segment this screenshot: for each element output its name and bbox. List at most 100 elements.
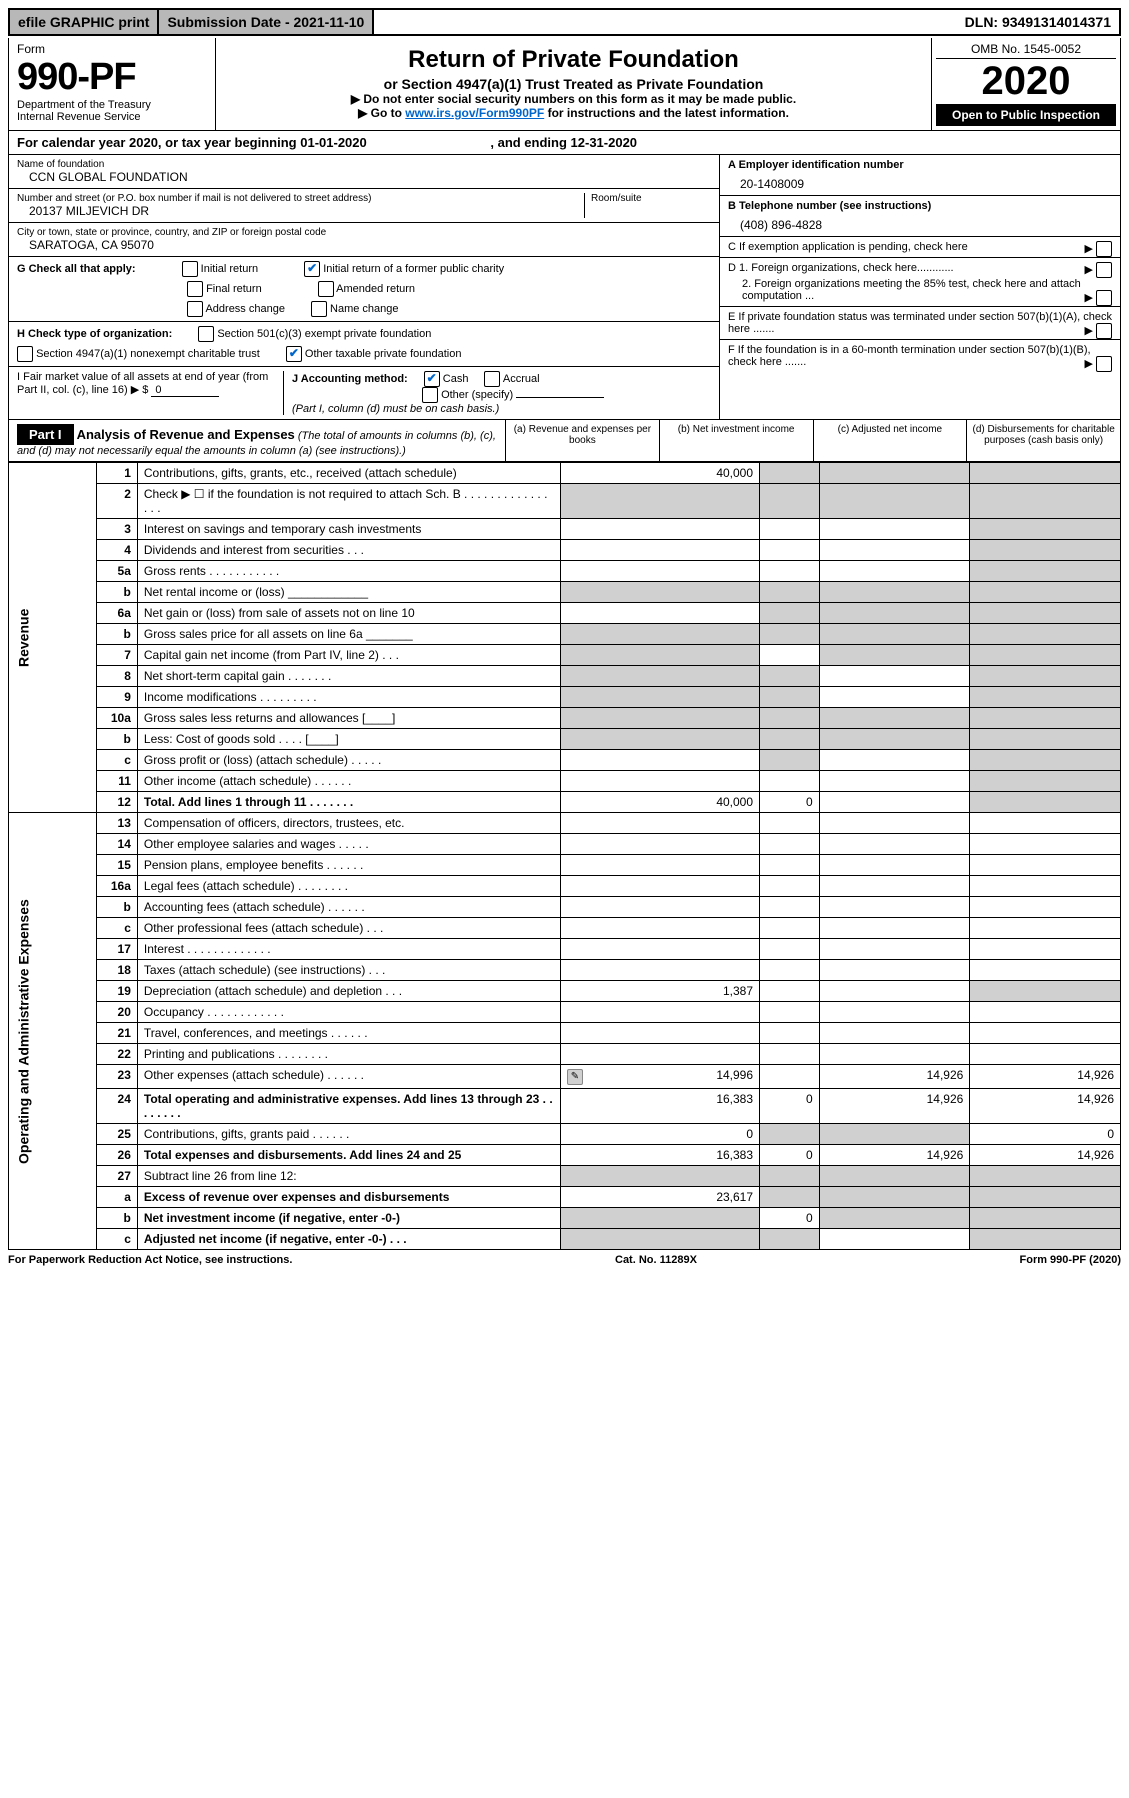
checkbox-amended[interactable] xyxy=(318,281,334,297)
line-description: Total. Add lines 1 through 11 . . . . . … xyxy=(137,792,560,813)
h-opt3: Other taxable private foundation xyxy=(305,348,462,360)
cell-value xyxy=(819,813,970,834)
cell-value xyxy=(819,519,970,540)
cell-value xyxy=(819,897,970,918)
g-opt-1: Initial return of a former public charit… xyxy=(323,263,504,275)
omb-number: OMB No. 1545-0052 xyxy=(936,42,1116,59)
efile-print-button[interactable]: efile GRAPHIC print xyxy=(10,10,159,34)
checkbox-other-method[interactable] xyxy=(422,387,438,403)
cell-value xyxy=(819,624,970,645)
room-label: Room/suite xyxy=(591,193,711,204)
attachment-icon[interactable]: ✎ xyxy=(567,1069,583,1085)
e-label: E If private foundation status was termi… xyxy=(728,311,1112,335)
cell-value xyxy=(970,519,1121,540)
table-row: 25Contributions, gifts, grants paid . . … xyxy=(9,1124,1121,1145)
ein-cell: A Employer identification number 20-1408… xyxy=(720,155,1120,196)
dln: DLN: 93491314014371 xyxy=(957,10,1119,34)
line-description: Less: Cost of goods sold . . . . [____] xyxy=(137,729,560,750)
cell-value xyxy=(560,1023,759,1044)
cell-value xyxy=(819,645,970,666)
table-row: 22Printing and publications . . . . . . … xyxy=(9,1044,1121,1065)
checkbox-d1[interactable] xyxy=(1096,262,1112,278)
cell-value xyxy=(760,834,820,855)
table-row: Revenue1Contributions, gifts, grants, et… xyxy=(9,463,1121,484)
cell-value: 16,383 xyxy=(560,1145,759,1166)
cell-value xyxy=(970,834,1121,855)
cell-value: 1,387 xyxy=(560,981,759,1002)
cell-value xyxy=(819,1166,970,1187)
cell-value xyxy=(819,582,970,603)
table-row: 18Taxes (attach schedule) (see instructi… xyxy=(9,960,1121,981)
table-row: 24Total operating and administrative exp… xyxy=(9,1089,1121,1124)
checkbox-accrual[interactable] xyxy=(484,371,500,387)
cell-value xyxy=(970,603,1121,624)
form-label: Form xyxy=(17,42,207,56)
cell-value: 23,617 xyxy=(560,1187,759,1208)
form990pf-link[interactable]: www.irs.gov/Form990PF xyxy=(405,106,544,120)
cell-value xyxy=(760,1229,820,1250)
cell-value xyxy=(819,561,970,582)
checkbox-e[interactable] xyxy=(1096,323,1112,339)
cell-value xyxy=(760,1166,820,1187)
city-cell: City or town, state or province, country… xyxy=(9,223,719,257)
irs-line: Internal Revenue Service xyxy=(17,111,207,123)
cell-value xyxy=(560,561,759,582)
calyear-mid: , and ending xyxy=(490,135,570,150)
cell-value xyxy=(560,1208,759,1229)
table-row: 19Depreciation (attach schedule) and dep… xyxy=(9,981,1121,1002)
checkbox-d2[interactable] xyxy=(1096,290,1112,306)
cell-value xyxy=(560,1002,759,1023)
cell-value xyxy=(760,750,820,771)
analysis-table: Revenue1Contributions, gifts, grants, et… xyxy=(8,462,1121,1250)
cell-value xyxy=(760,1044,820,1065)
line-description: Depreciation (attach schedule) and deple… xyxy=(137,981,560,1002)
cell-value xyxy=(760,876,820,897)
line-number: 18 xyxy=(96,960,137,981)
checkbox-f[interactable] xyxy=(1096,356,1112,372)
line-number: c xyxy=(96,918,137,939)
g-opt-3: Amended return xyxy=(336,283,415,295)
checkbox-cash[interactable] xyxy=(424,371,440,387)
table-row: 12Total. Add lines 1 through 11 . . . . … xyxy=(9,792,1121,813)
tax-year: 2020 xyxy=(936,59,1116,104)
table-row: 10aGross sales less returns and allowanc… xyxy=(9,708,1121,729)
checkbox-c[interactable] xyxy=(1096,241,1112,257)
cell-value xyxy=(970,1002,1121,1023)
checkbox-initial-former[interactable] xyxy=(304,261,320,277)
cell-value xyxy=(819,918,970,939)
checkbox-name-change[interactable] xyxy=(311,301,327,317)
opex-section-label: Operating and Administrative Expenses xyxy=(9,813,97,1250)
cell-value xyxy=(970,939,1121,960)
checkbox-501c3[interactable] xyxy=(198,326,214,342)
table-row: 23Other expenses (attach schedule) . . .… xyxy=(9,1065,1121,1089)
i-value: 0 xyxy=(151,384,219,397)
cell-value xyxy=(560,813,759,834)
header-left: Form 990-PF Department of the Treasury I… xyxy=(9,38,216,130)
checkbox-other-taxable[interactable] xyxy=(286,346,302,362)
line-description: Net investment income (if negative, ente… xyxy=(137,1208,560,1229)
checkbox-address-change[interactable] xyxy=(187,301,203,317)
form-number: 990-PF xyxy=(17,56,207,99)
checkbox-final-return[interactable] xyxy=(187,281,203,297)
cell-value: 14,926 xyxy=(970,1089,1121,1124)
cell-value xyxy=(970,624,1121,645)
line-description: Other expenses (attach schedule) . . . .… xyxy=(137,1065,560,1089)
footer-left: For Paperwork Reduction Act Notice, see … xyxy=(8,1254,292,1266)
table-row: Operating and Administrative Expenses13C… xyxy=(9,813,1121,834)
line-number: 12 xyxy=(96,792,137,813)
cell-value xyxy=(819,1229,970,1250)
table-row: cGross profit or (loss) (attach schedule… xyxy=(9,750,1121,771)
foundation-address: 20137 MILJEVICH DR xyxy=(17,204,584,218)
cell-value xyxy=(970,750,1121,771)
checkbox-4947a1[interactable] xyxy=(17,346,33,362)
calyear-begin: 01-01-2020 xyxy=(300,135,367,150)
cell-value xyxy=(970,876,1121,897)
j-note: (Part I, column (d) must be on cash basi… xyxy=(292,403,711,415)
cell-value xyxy=(560,771,759,792)
checkbox-initial-return[interactable] xyxy=(182,261,198,277)
info-grid: Name of foundation CCN GLOBAL FOUNDATION… xyxy=(8,155,1121,420)
line-description: Subtract line 26 from line 12: xyxy=(137,1166,560,1187)
line-number: c xyxy=(96,750,137,771)
cell-value: 0 xyxy=(760,1208,820,1229)
line-number: 13 xyxy=(96,813,137,834)
